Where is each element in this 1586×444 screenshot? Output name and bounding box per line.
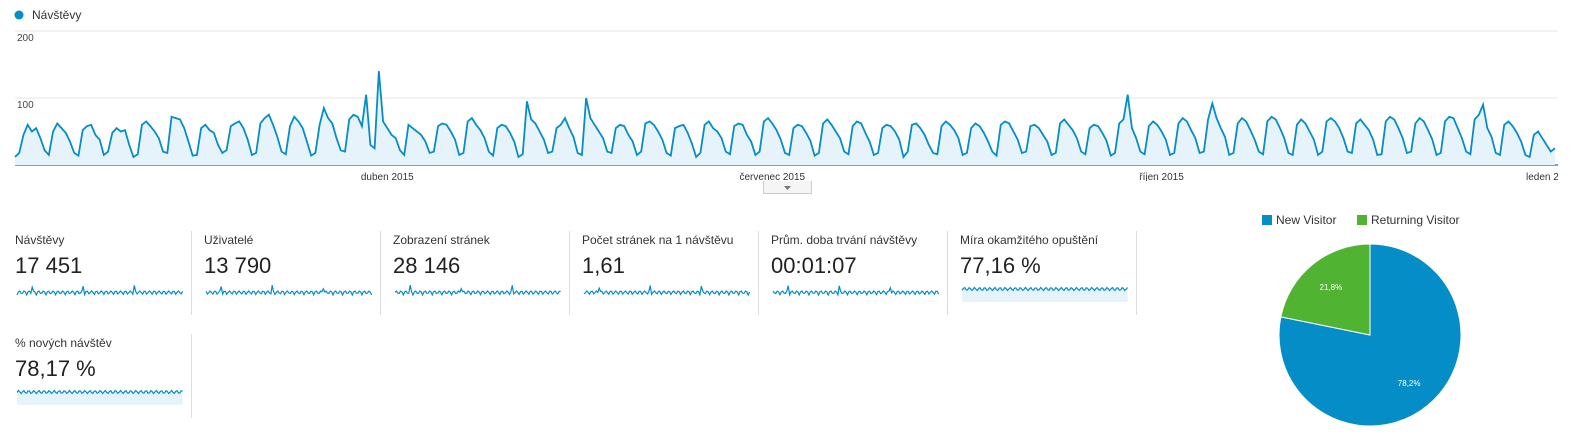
metric-tile: Počet stránek na 1 návštěvu 1,61 — [582, 231, 759, 315]
legend-swatch — [1262, 215, 1272, 225]
metric-label: Prům. doba trvání návštěvy — [771, 233, 918, 247]
metric-value: 00:01:07 — [771, 253, 857, 278]
metric-label: Míra okamžitého opuštění — [960, 233, 1099, 247]
y-tick-label: 200 — [17, 33, 34, 44]
sparkline-line — [961, 286, 1128, 292]
x-tick-label: říjen 2015 — [1139, 172, 1184, 181]
sparkline — [16, 285, 183, 297]
x-tick-label: leden 2016 — [1526, 172, 1558, 181]
sparkline — [16, 389, 183, 405]
sparkline — [583, 285, 750, 297]
legend-swatch — [1357, 215, 1367, 225]
metric-tile: Prům. doba trvání návštěvy 00:01:07 — [771, 231, 948, 315]
sparkline-line — [394, 284, 561, 297]
metric-value: 78,17 % — [15, 356, 96, 381]
pie-chart: New Visitor Returning Visitor 78,2% 21,8% — [1262, 213, 1462, 427]
x-tick-label: duben 2015 — [361, 172, 414, 181]
sparkline-area — [17, 390, 183, 405]
metric-tile: Zobrazení stránek 28 146 — [393, 231, 570, 315]
metric-label: Návštěvy — [15, 233, 65, 247]
metric-tile: % nových návštěv 78,17 % — [15, 334, 192, 418]
metric-value: 1,61 — [582, 253, 625, 278]
sparkline-area — [962, 287, 1128, 302]
metric-value: 13 790 — [204, 253, 272, 278]
sparkline-line — [583, 285, 750, 297]
area — [15, 71, 1555, 165]
sparkline-line — [16, 389, 183, 395]
legend-label: Návštěvy — [32, 8, 81, 22]
legend-label: Returning Visitor — [1371, 213, 1460, 227]
metric-value: 17 451 — [15, 253, 83, 278]
x-tick-label: červenec 2015 — [740, 172, 806, 181]
slice-label: 21,8% — [1320, 283, 1343, 292]
sparkline — [772, 285, 939, 297]
metric-label: % nových návštěv — [15, 336, 112, 350]
legend-label: New Visitor — [1276, 213, 1336, 227]
slice-label: 78,2% — [1398, 379, 1421, 388]
main-chart: Návštěvy 100 200 duben 2015 červenec 2015 ří… — [14, 8, 1558, 181]
sparkline-line — [772, 285, 939, 297]
line — [14, 71, 1556, 159]
toggle-arrow — [784, 186, 791, 190]
sparkline — [394, 284, 561, 297]
metric-value: 28 146 — [393, 253, 461, 278]
metric-tile: Míra okamžitého opuštění 77,16 % — [960, 231, 1137, 315]
metric-label: Zobrazení stránek — [393, 233, 490, 247]
sparkline-line — [16, 285, 183, 297]
sparkline — [961, 286, 1128, 302]
metric-tile: Návštěvy 17 451 — [15, 231, 192, 315]
legend-dot — [14, 10, 24, 20]
metric-tile: Uživatelé 13 790 — [204, 231, 381, 315]
sparkline-line — [205, 285, 372, 297]
y-tick-label: 100 — [17, 100, 34, 111]
chart-toggle[interactable] — [763, 181, 812, 194]
metric-label: Počet stránek na 1 návštěvu — [582, 233, 734, 247]
sparkline — [205, 285, 372, 297]
metric-label: Uživatelé — [204, 233, 254, 247]
pie-slice — [1280, 243, 1371, 336]
metric-value: 77,16 % — [960, 253, 1041, 278]
